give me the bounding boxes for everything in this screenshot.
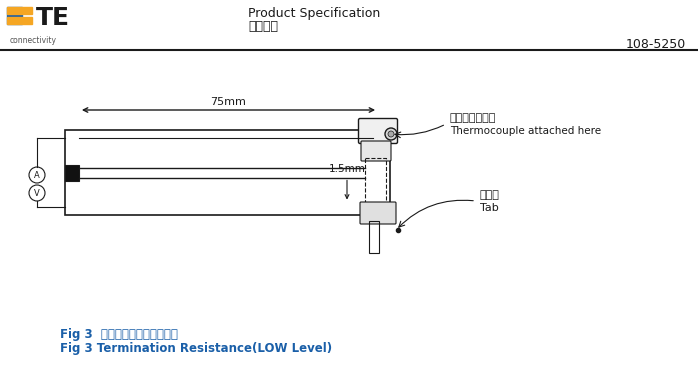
Text: 108-5250: 108-5250 [625, 38, 686, 51]
Text: connectivity: connectivity [10, 36, 57, 45]
Bar [369, 221, 379, 253]
Text: Thermocouple attached here: Thermocouple attached here [450, 126, 601, 136]
Bar [65, 130, 390, 215]
Text: Tab: Tab [480, 203, 499, 213]
Text: 製品規格: 製品規格 [248, 20, 278, 33]
Circle shape [388, 131, 394, 137]
Bar [365, 158, 386, 207]
Text: V: V [34, 189, 40, 197]
Text: 1.5mm: 1.5mm [329, 165, 366, 174]
Text: TE: TE [36, 6, 70, 30]
Text: 75mm: 75mm [211, 97, 246, 107]
Bar [7, 17, 32, 24]
Text: Product Specification: Product Specification [248, 7, 380, 20]
Text: Fig 3 Termination Resistance(LOW Level): Fig 3 Termination Resistance(LOW Level) [60, 342, 332, 355]
Text: A: A [34, 171, 40, 179]
Text: Fig 3  総合抗抹（ローレベル）: Fig 3 総合抗抹（ローレベル） [60, 328, 178, 341]
Circle shape [385, 128, 397, 140]
Text: タブゝ: タブゝ [480, 190, 500, 200]
FancyBboxPatch shape [361, 141, 391, 161]
Bar [7, 7, 22, 24]
Bar [65, 165, 79, 181]
FancyBboxPatch shape [359, 118, 397, 144]
FancyBboxPatch shape [360, 202, 396, 224]
Text: 熱電対取付位置: 熱電対取付位置 [450, 113, 496, 123]
Bar [7, 7, 32, 14]
